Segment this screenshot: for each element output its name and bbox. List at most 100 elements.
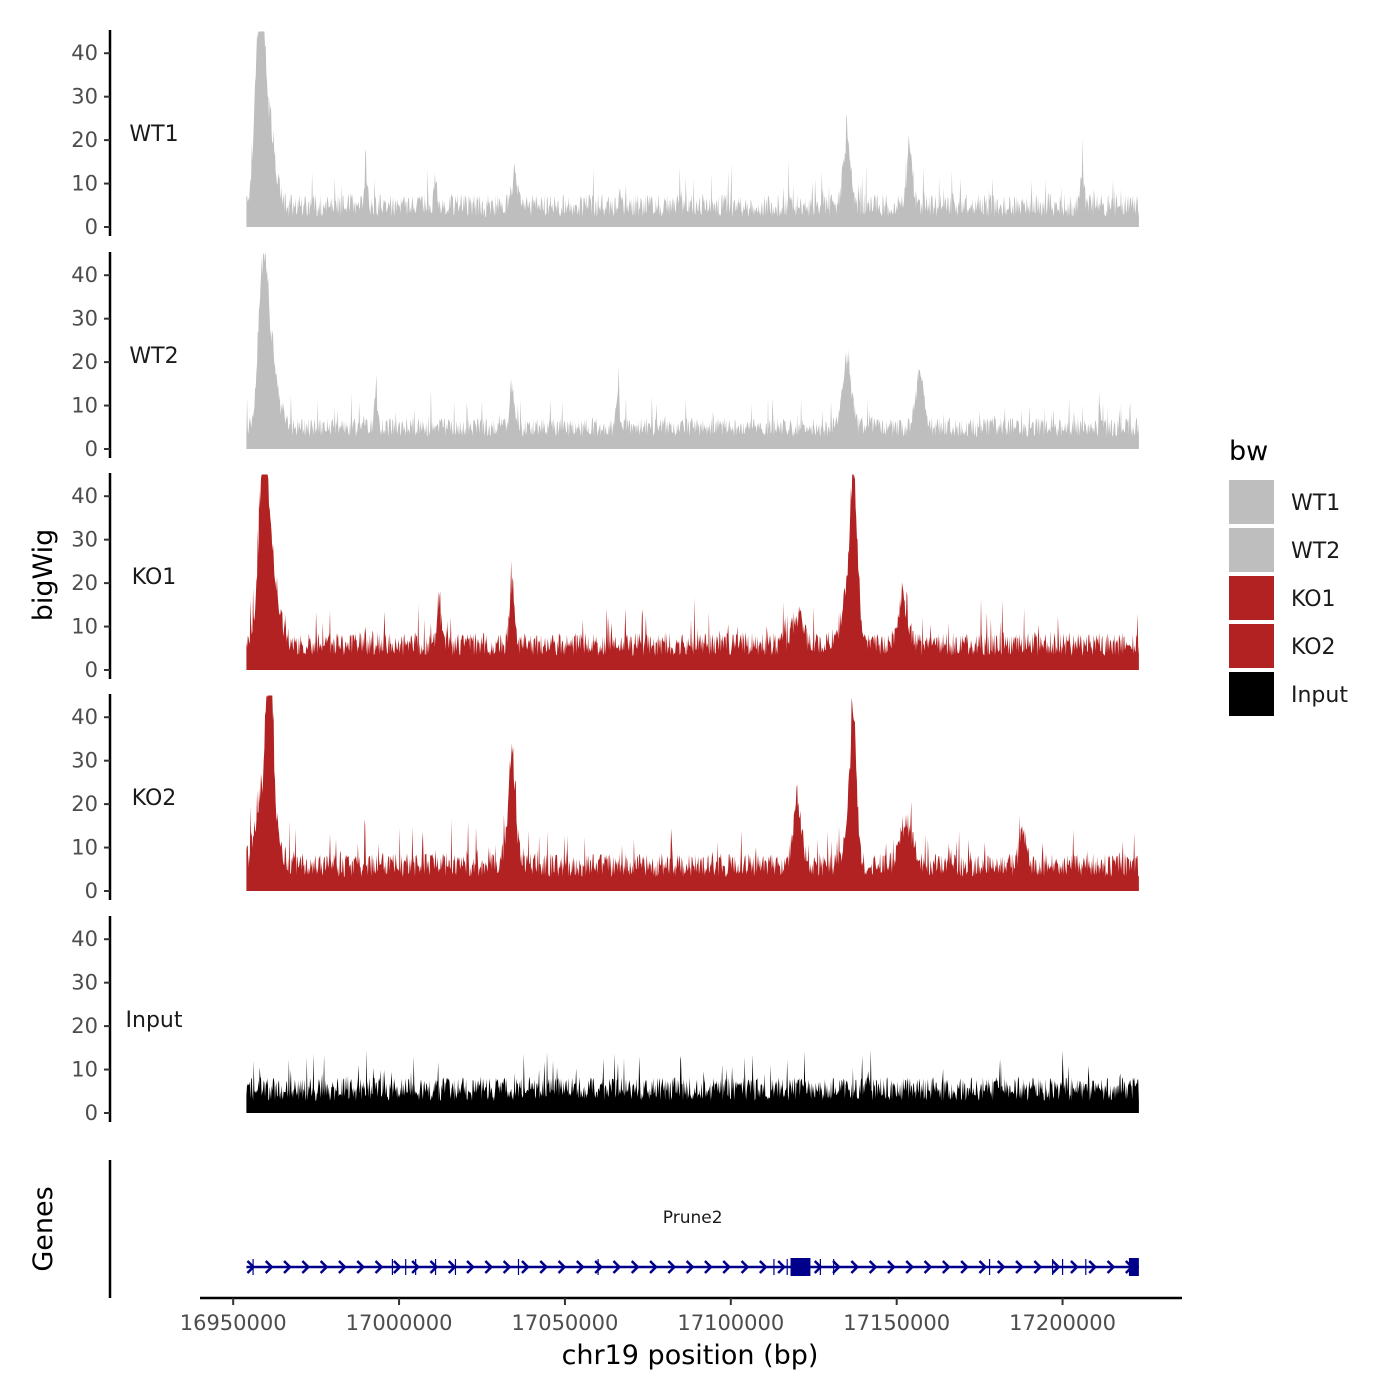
legend-label-wt1: WT1 [1291,491,1340,516]
y-tick-label: 30 [71,749,98,773]
strand-arrow [722,1260,732,1274]
y-tick-label: 30 [71,528,98,552]
strand-arrow [1033,1260,1043,1274]
y-tick-label: 30 [71,85,98,109]
x-tick-label: 17200000 [1009,1311,1116,1335]
y-tick-label: 10 [71,615,98,639]
gene-exon [1128,1258,1139,1276]
strand-arrow [777,1260,786,1274]
genes-track-label: Genes [28,1186,59,1271]
y-tick-label: 0 [85,437,98,461]
y-tick-label: 10 [71,1058,98,1082]
coverage-area-ko1 [246,474,1139,670]
strand-arrow [667,1260,677,1274]
x-tick-label: 17000000 [346,1311,453,1335]
strand-arrow [374,1260,384,1274]
strand-arrow [301,1260,311,1274]
track-labels: WT1 WT2 KO1 KO2 Input [126,122,183,1033]
strand-arrow [832,1260,841,1274]
x-axis-title: chr19 position (bp) [562,1340,819,1371]
y-tick-label: 40 [71,41,98,65]
y-axes: 0 10 20 30 40 0 10 20 30 40 0 10 20 30 40 0 10 20 30 40 0 10 2… [71,30,112,1125]
x-tick-label: 16950000 [180,1311,287,1335]
strand-arrow [1015,1260,1024,1274]
y-tick-label: 20 [71,792,98,816]
track-label-wt1: WT1 [129,122,178,147]
x-axis: 16950000 17000000 17050000 17100000 17150000… [180,1296,1182,1335]
strand-arrow [594,1260,603,1274]
y-tick-label: 0 [85,215,98,239]
strand-arrow [704,1260,713,1274]
strand-arrow [612,1260,622,1274]
legend-label-wt2: WT2 [1291,539,1340,564]
track-label-ko1: KO1 [132,565,177,590]
y-tick-label: 30 [71,307,98,331]
track-label-ko2: KO2 [132,786,177,811]
legend-title: bw [1229,436,1268,467]
gene-exon [790,1258,811,1276]
strand-arrow [539,1260,549,1274]
genes-track: Genes Prune2 [28,1160,1139,1298]
y-tick-label: 40 [71,705,98,729]
strand-arrow [283,1260,292,1274]
strand-arrow [996,1260,1006,1274]
strand-arrow [758,1260,768,1274]
coverage-tracks [246,31,1139,1113]
track-label-input: Input [126,1008,183,1033]
legend-swatch-wt1 [1229,480,1274,524]
y-axis-title: bigWig [28,529,59,622]
strand-arrow [868,1260,878,1274]
coverage-area-wt1 [246,31,1139,227]
x-tick-label: 17150000 [843,1311,950,1335]
track-label-wt2: WT2 [129,344,178,369]
y-tick-label: 10 [71,172,98,196]
y-tick-label: 20 [71,1014,98,1038]
y-tick-label: 0 [85,1101,98,1125]
strand-arrow [557,1260,567,1274]
y-tick-label: 20 [71,571,98,595]
y-tick-label: 40 [71,927,98,951]
strand-arrow [1106,1260,1116,1274]
y-tick-label: 10 [71,836,98,860]
coverage-area-ko2 [246,695,1139,891]
strand-arrow [484,1260,494,1274]
x-tick-label: 17050000 [511,1311,618,1335]
strand-arrow [356,1260,366,1274]
strand-arrow [630,1260,640,1274]
x-tick-label: 17100000 [677,1311,784,1335]
strand-arrow [887,1260,896,1274]
legend-swatch-wt2 [1229,528,1274,572]
coverage-area-wt2 [246,253,1139,449]
strand-arrow [941,1260,951,1274]
y-tick-label: 40 [71,263,98,287]
y-tick-label: 0 [85,879,98,903]
strand-arrow [1088,1260,1098,1274]
legend-label-ko2: KO2 [1291,635,1336,660]
legend-swatch-input [1229,672,1274,716]
y-tick-label: 20 [71,350,98,374]
y-tick-label: 0 [85,658,98,682]
strand-arrow [1051,1260,1061,1274]
strand-arrow [521,1260,530,1274]
y-tick-label: 30 [71,971,98,995]
strand-arrow [685,1260,695,1274]
strand-arrow [1070,1260,1079,1274]
y-tick-label: 20 [71,128,98,152]
y-tick-label: 40 [71,484,98,508]
gene-name-label: Prune2 [663,1208,723,1228]
strand-arrow [740,1260,750,1274]
strand-arrow [447,1260,457,1274]
legend: bw WT1 WT2 KO1 KO2 Input [1229,436,1348,716]
strand-arrow [575,1260,585,1274]
legend-label-ko1: KO1 [1291,587,1336,612]
y-tick-label: 10 [71,394,98,418]
strand-arrow [978,1260,988,1274]
legend-swatch-ko2 [1229,624,1274,668]
strand-arrow [905,1260,915,1274]
strand-arrow [429,1260,439,1274]
strand-arrow [411,1260,420,1274]
strand-arrow [923,1260,933,1274]
strand-arrow [502,1260,512,1274]
strand-arrow [960,1260,969,1274]
